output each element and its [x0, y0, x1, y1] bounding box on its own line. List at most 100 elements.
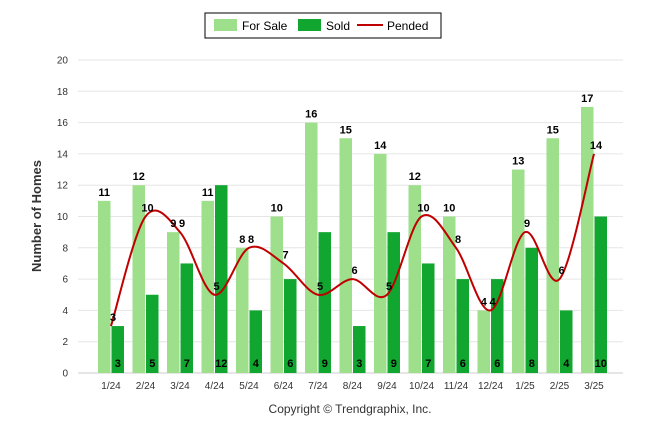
legend: For Sale Sold Pended: [204, 12, 442, 39]
data-label-pended: 9: [524, 218, 530, 230]
data-label-sold: 7: [184, 358, 190, 370]
data-label-pended: 5: [317, 281, 323, 293]
data-label-sold: 4: [253, 358, 260, 370]
y-axis-title: Number of Homes: [29, 160, 44, 272]
x-tick-label: 5/24: [239, 381, 259, 392]
bar-for-sale: [477, 310, 490, 373]
data-label-pended: 9: [179, 218, 185, 230]
y-tick-label: 6: [62, 275, 68, 286]
bar-sold: [422, 263, 435, 373]
bar-for-sale: [132, 185, 145, 373]
y-tick-label: 10: [57, 212, 69, 223]
data-label-for-sale: 10: [271, 203, 283, 215]
bar-sold: [249, 310, 262, 373]
legend-label-pended: Pended: [387, 19, 428, 33]
bars: [98, 106, 607, 373]
data-label-pended: 6: [558, 265, 564, 277]
data-label-sold: 8: [529, 358, 535, 370]
data-label-pended: 7: [282, 249, 288, 261]
y-tick-label: 4: [62, 306, 68, 317]
bar-sold: [491, 279, 504, 373]
bar-for-sale: [339, 138, 352, 373]
data-label-sold: 3: [115, 358, 121, 370]
data-label-for-sale: 11: [202, 187, 214, 199]
bar-for-sale: [374, 153, 387, 373]
data-label-pended: 14: [590, 140, 603, 152]
x-tick-label: 1/24: [101, 381, 121, 392]
legend-swatch-for-sale: [214, 19, 237, 31]
data-label-for-sale: 12: [409, 171, 421, 183]
data-label-sold: 5: [149, 358, 155, 370]
data-label-sold: 12: [215, 358, 227, 370]
bar-sold: [215, 185, 228, 373]
data-label-for-sale: 4: [481, 296, 488, 308]
data-label-pended: 4: [489, 296, 496, 308]
data-label-for-sale: 12: [133, 171, 145, 183]
bar-sold: [387, 232, 400, 373]
data-label-sold: 3: [356, 358, 362, 370]
bar-sold: [180, 263, 193, 373]
x-tick-label: 4/24: [205, 381, 225, 392]
bar-sold: [353, 326, 366, 373]
x-tick-label: 12/24: [478, 381, 503, 392]
pended-line: [110, 153, 595, 327]
data-label-sold: 9: [322, 358, 328, 370]
data-label-pended: 6: [351, 265, 357, 277]
bar-sold: [560, 310, 573, 373]
data-label-sold: 6: [494, 358, 500, 370]
bar-sold: [525, 247, 538, 373]
data-label-for-sale: 14: [374, 140, 387, 152]
y-tick-label: 8: [62, 243, 68, 254]
data-label-sold: 10: [595, 358, 607, 370]
x-tick-label: 3/24: [170, 381, 190, 392]
data-label-sold: 4: [563, 358, 570, 370]
bar-for-sale: [512, 169, 525, 373]
data-label-sold: 9: [391, 358, 397, 370]
x-tick-label: 7/24: [308, 381, 328, 392]
bar-sold: [111, 326, 124, 373]
x-tick-label: 1/25: [515, 381, 535, 392]
y-tick-label: 0: [62, 369, 68, 380]
bar-for-sale: [443, 216, 456, 373]
x-axis-ticks: 1/24 2/24 3/24 4/24 5/24 6/24 7/24 8/24 9/24 10/2…: [101, 381, 604, 392]
bar-for-sale: [270, 216, 283, 373]
data-label-for-sale: 15: [340, 124, 352, 136]
data-label-for-sale: 15: [547, 124, 559, 136]
bar-for-sale: [167, 232, 180, 373]
bar-sold: [146, 294, 159, 373]
x-tick-label: 2/24: [136, 381, 156, 392]
data-label-sold: 7: [425, 358, 431, 370]
data-label-pended: 5: [213, 281, 219, 293]
y-tick-label: 2: [62, 337, 68, 348]
x-tick-label: 11/24: [444, 381, 469, 392]
bar-sold: [318, 232, 331, 373]
legend-swatch-sold: [298, 19, 321, 31]
data-label-pended: 8: [248, 234, 254, 246]
legend-label-for-sale: For Sale: [242, 19, 288, 33]
data-label-sold: 6: [460, 358, 466, 370]
bar-for-sale: [305, 122, 318, 373]
data-label-for-sale: 10: [443, 203, 455, 215]
data-label-for-sale: 8: [239, 234, 245, 246]
data-label-for-sale: 11: [98, 187, 110, 199]
y-tick-label: 18: [57, 87, 69, 98]
bar-for-sale: [546, 138, 559, 373]
bar-for-sale: [98, 200, 111, 373]
legend-box: [204, 12, 442, 39]
y-axis-ticks: 0 2 4 6 8 10 12 14 16 18 20: [57, 56, 69, 380]
data-label-pended: 5: [386, 281, 392, 293]
x-tick-label: 6/24: [274, 381, 294, 392]
copyright-text: Copyright © Trendgraphix, Inc.: [269, 402, 432, 416]
data-label-sold: 6: [287, 358, 293, 370]
x-tick-label: 2/25: [550, 381, 570, 392]
y-tick-label: 20: [57, 56, 69, 67]
legend-label-sold: Sold: [326, 19, 350, 33]
pended-line-path: [110, 153, 595, 327]
x-tick-label: 8/24: [343, 381, 363, 392]
bar-sold: [284, 279, 297, 373]
data-label-for-sale: 9: [170, 218, 176, 230]
data-label-pended: 10: [417, 203, 429, 215]
y-tick-label: 16: [57, 118, 69, 129]
